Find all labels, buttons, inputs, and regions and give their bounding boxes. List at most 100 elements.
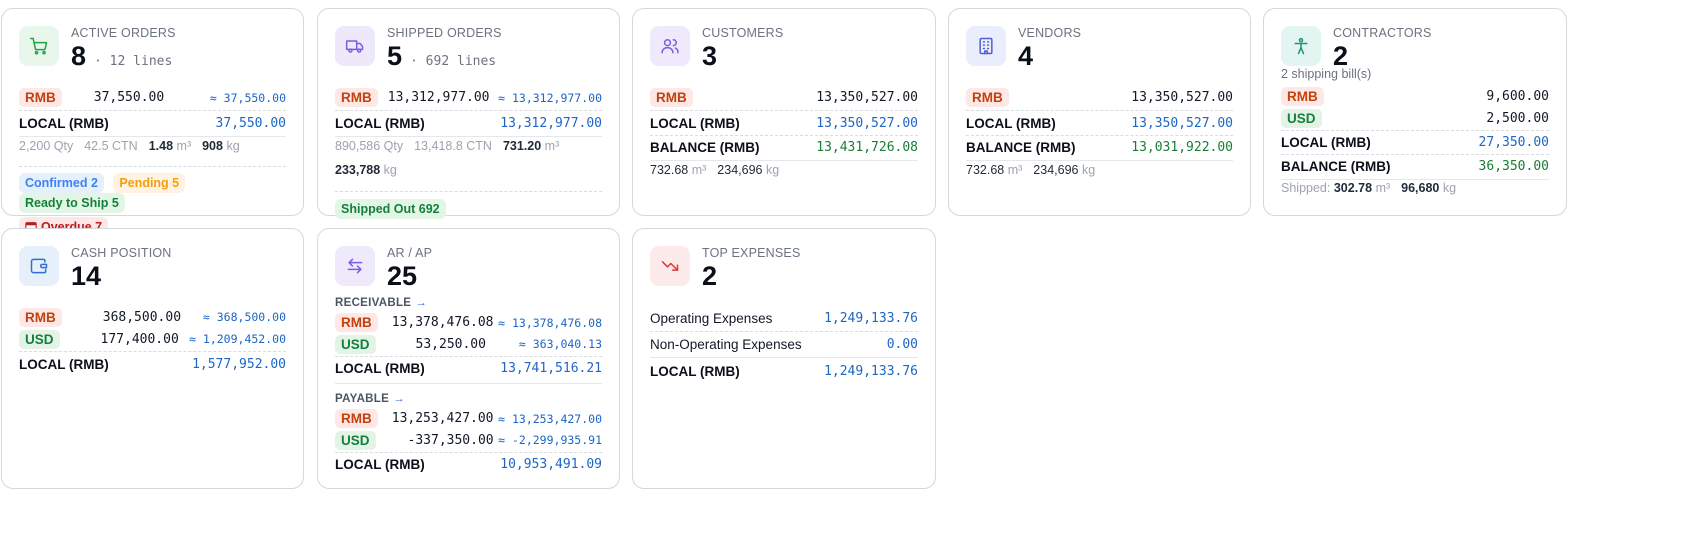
card-label: CONTRACTORS: [1333, 26, 1432, 40]
usd-approx: ≈ 1,209,452.00: [189, 332, 286, 346]
rec-local-label: LOCAL (RMB): [335, 361, 425, 376]
volume-unit: m³: [1375, 181, 1391, 195]
rmb-amount: 13,350,527.00: [816, 90, 918, 105]
card-label: CUSTOMERS: [702, 26, 784, 40]
expense-row[interactable]: Non-Operating Expenses 0.00: [650, 333, 918, 356]
order-count: 5: [387, 41, 403, 71]
rmb-approx: ≈ 13,312,977.00: [498, 90, 602, 105]
rmb-amount: 368,500.00: [102, 309, 182, 325]
qty: 2,200 Qty: [19, 139, 74, 153]
volume: 732.68: [650, 163, 689, 177]
currency-pill-rmb: RMB: [335, 313, 378, 332]
local-label: LOCAL (RMB): [19, 116, 109, 131]
arap-count: 25: [387, 261, 418, 291]
local-amount: 13,312,977.00: [500, 116, 602, 131]
top-expenses-card[interactable]: TOP EXPENSES 2 Operating Expenses 1,249,…: [632, 228, 936, 489]
customers-card[interactable]: CUSTOMERS 3 RMB 13,350,527.00 LOCAL (RMB…: [632, 8, 936, 216]
volume: 1.48: [148, 139, 174, 153]
shipping-bills: 2 shipping bill(s): [1281, 67, 1372, 81]
ar-ap-card[interactable]: AR / AP 25 RECEIVABLE → RMB 13,378,476.0…: [317, 228, 620, 489]
currency-pill-rmb: RMB: [1281, 87, 1324, 106]
card-label: AR / AP: [387, 246, 433, 260]
pay-usd-amount: -337,350.00: [407, 432, 494, 448]
cart-icon: [19, 26, 59, 66]
rec-rmb-amount: 13,378,476.08: [391, 315, 494, 330]
qty: 890,586 Qty: [335, 139, 404, 153]
weight: 234,696: [1033, 163, 1079, 177]
transfer-arrows-icon: [335, 246, 375, 286]
weight-unit: kg: [1081, 163, 1096, 177]
balance-amount: 13,431,726.08: [816, 140, 918, 155]
expense-name: Non-Operating Expenses: [650, 337, 802, 352]
person-icon: [1281, 26, 1321, 66]
rec-local-amount: 13,741,516.21: [500, 361, 602, 376]
weight: 234,696: [717, 163, 763, 177]
rmb-amount: 37,550.00: [93, 90, 165, 105]
pay-local-amount: 10,953,491.09: [500, 457, 602, 472]
expense-row[interactable]: Operating Expenses 1,249,133.76: [650, 307, 918, 330]
ctn: 42.5 CTN: [84, 139, 138, 153]
local-amount: 27,350.00: [1478, 135, 1549, 150]
expense-amount: 0.00: [886, 337, 918, 352]
currency-pill-rmb: RMB: [19, 307, 62, 327]
ctn: 13,418.8 CTN: [414, 139, 492, 153]
badge-pending[interactable]: Pending 5: [113, 173, 186, 193]
currency-pill-usd: USD: [335, 334, 376, 354]
volume-unit: m³: [691, 163, 707, 177]
local-label: LOCAL (RMB): [1281, 135, 1371, 150]
building-icon: [966, 26, 1006, 66]
active-orders-card[interactable]: ACTIVE ORDERS 8 · 12 lines RMB 37,550.00…: [1, 8, 304, 237]
card-label: VENDORS: [1018, 26, 1082, 40]
truck-icon: [335, 26, 375, 66]
local-amount: 13,350,527.00: [816, 116, 918, 131]
expense-amount: 1,249,133.76: [824, 311, 918, 326]
balance-amount: 13,031,922.00: [1131, 140, 1233, 155]
line-count: · 12 lines: [94, 54, 173, 69]
card-label: TOP EXPENSES: [702, 246, 801, 260]
weight-unit: kg: [226, 139, 240, 153]
arrow-right-icon: →: [393, 393, 405, 405]
currency-pill-rmb: RMB: [650, 88, 693, 107]
expense-count: 2: [702, 261, 718, 291]
rec-usd-amount: 53,250.00: [415, 336, 486, 352]
rec-rmb-approx: ≈ 13,378,476.08: [498, 315, 602, 330]
currency-pill-rmb: RMB: [19, 88, 62, 107]
vendors-card[interactable]: VENDORS 4 RMB 13,350,527.00 LOCAL (RMB) …: [948, 8, 1251, 216]
weight-unit: kg: [383, 163, 397, 177]
trending-down-icon: [650, 246, 690, 286]
volume: 302.78: [1333, 181, 1373, 195]
local-label: LOCAL (RMB): [650, 364, 740, 379]
shipped-orders-card[interactable]: SHIPPED ORDERS 5 · 692 lines RMB 13,312,…: [317, 8, 620, 219]
volume: 731.20: [502, 139, 542, 153]
rmb-approx: ≈ 37,550.00: [209, 90, 286, 105]
users-icon: [650, 26, 690, 66]
order-count: 8: [71, 41, 87, 71]
pay-rmb-approx: ≈ 13,253,427.00: [498, 411, 602, 426]
pay-local-label: LOCAL (RMB): [335, 457, 425, 472]
badge-ready-to-ship[interactable]: Ready to Ship 5: [19, 193, 125, 213]
local-label: LOCAL (RMB): [19, 357, 109, 372]
card-label: ACTIVE ORDERS: [71, 26, 176, 40]
currency-pill-usd: USD: [1281, 108, 1322, 128]
weight: 908: [202, 139, 223, 153]
cash-position-card[interactable]: CASH POSITION 14 RMB 368,500.00 ≈ 368,50…: [1, 228, 304, 489]
local-label: LOCAL (RMB): [650, 116, 740, 131]
payable-link[interactable]: PAYABLE →: [335, 390, 602, 408]
local-amount: 1,249,133.76: [824, 364, 918, 379]
arrow-right-icon: →: [415, 297, 428, 309]
receivable-link[interactable]: RECEIVABLE →: [335, 294, 602, 312]
badge-shipped-out[interactable]: Shipped Out 692: [335, 199, 446, 219]
balance-label: BALANCE (RMB): [650, 140, 760, 155]
rmb-amount: 9,600.00: [1486, 89, 1549, 104]
vendor-count: 4: [1018, 41, 1034, 71]
account-count: 14: [71, 261, 102, 291]
currency-pill-rmb: RMB: [966, 88, 1009, 107]
weight: 96,680: [1401, 181, 1440, 195]
card-label: SHIPPED ORDERS: [387, 26, 502, 40]
contractors-card[interactable]: CONTRACTORS 2 2 shipping bill(s) RMB 9,6…: [1263, 8, 1567, 216]
local-amount: 1,577,952.00: [192, 357, 286, 372]
payable-label: PAYABLE: [335, 393, 390, 405]
line-count: · 692 lines: [410, 54, 497, 69]
badge-confirmed[interactable]: Confirmed 2: [19, 173, 104, 193]
weight: 233,788: [335, 163, 381, 177]
